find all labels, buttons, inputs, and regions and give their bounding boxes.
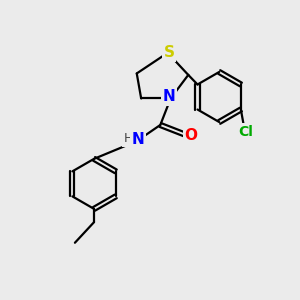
Text: Cl: Cl [238,124,253,139]
Text: H: H [124,132,133,145]
Text: O: O [185,128,198,143]
Text: N: N [163,89,175,104]
Text: S: S [164,45,175,60]
Text: N: N [132,132,145,147]
